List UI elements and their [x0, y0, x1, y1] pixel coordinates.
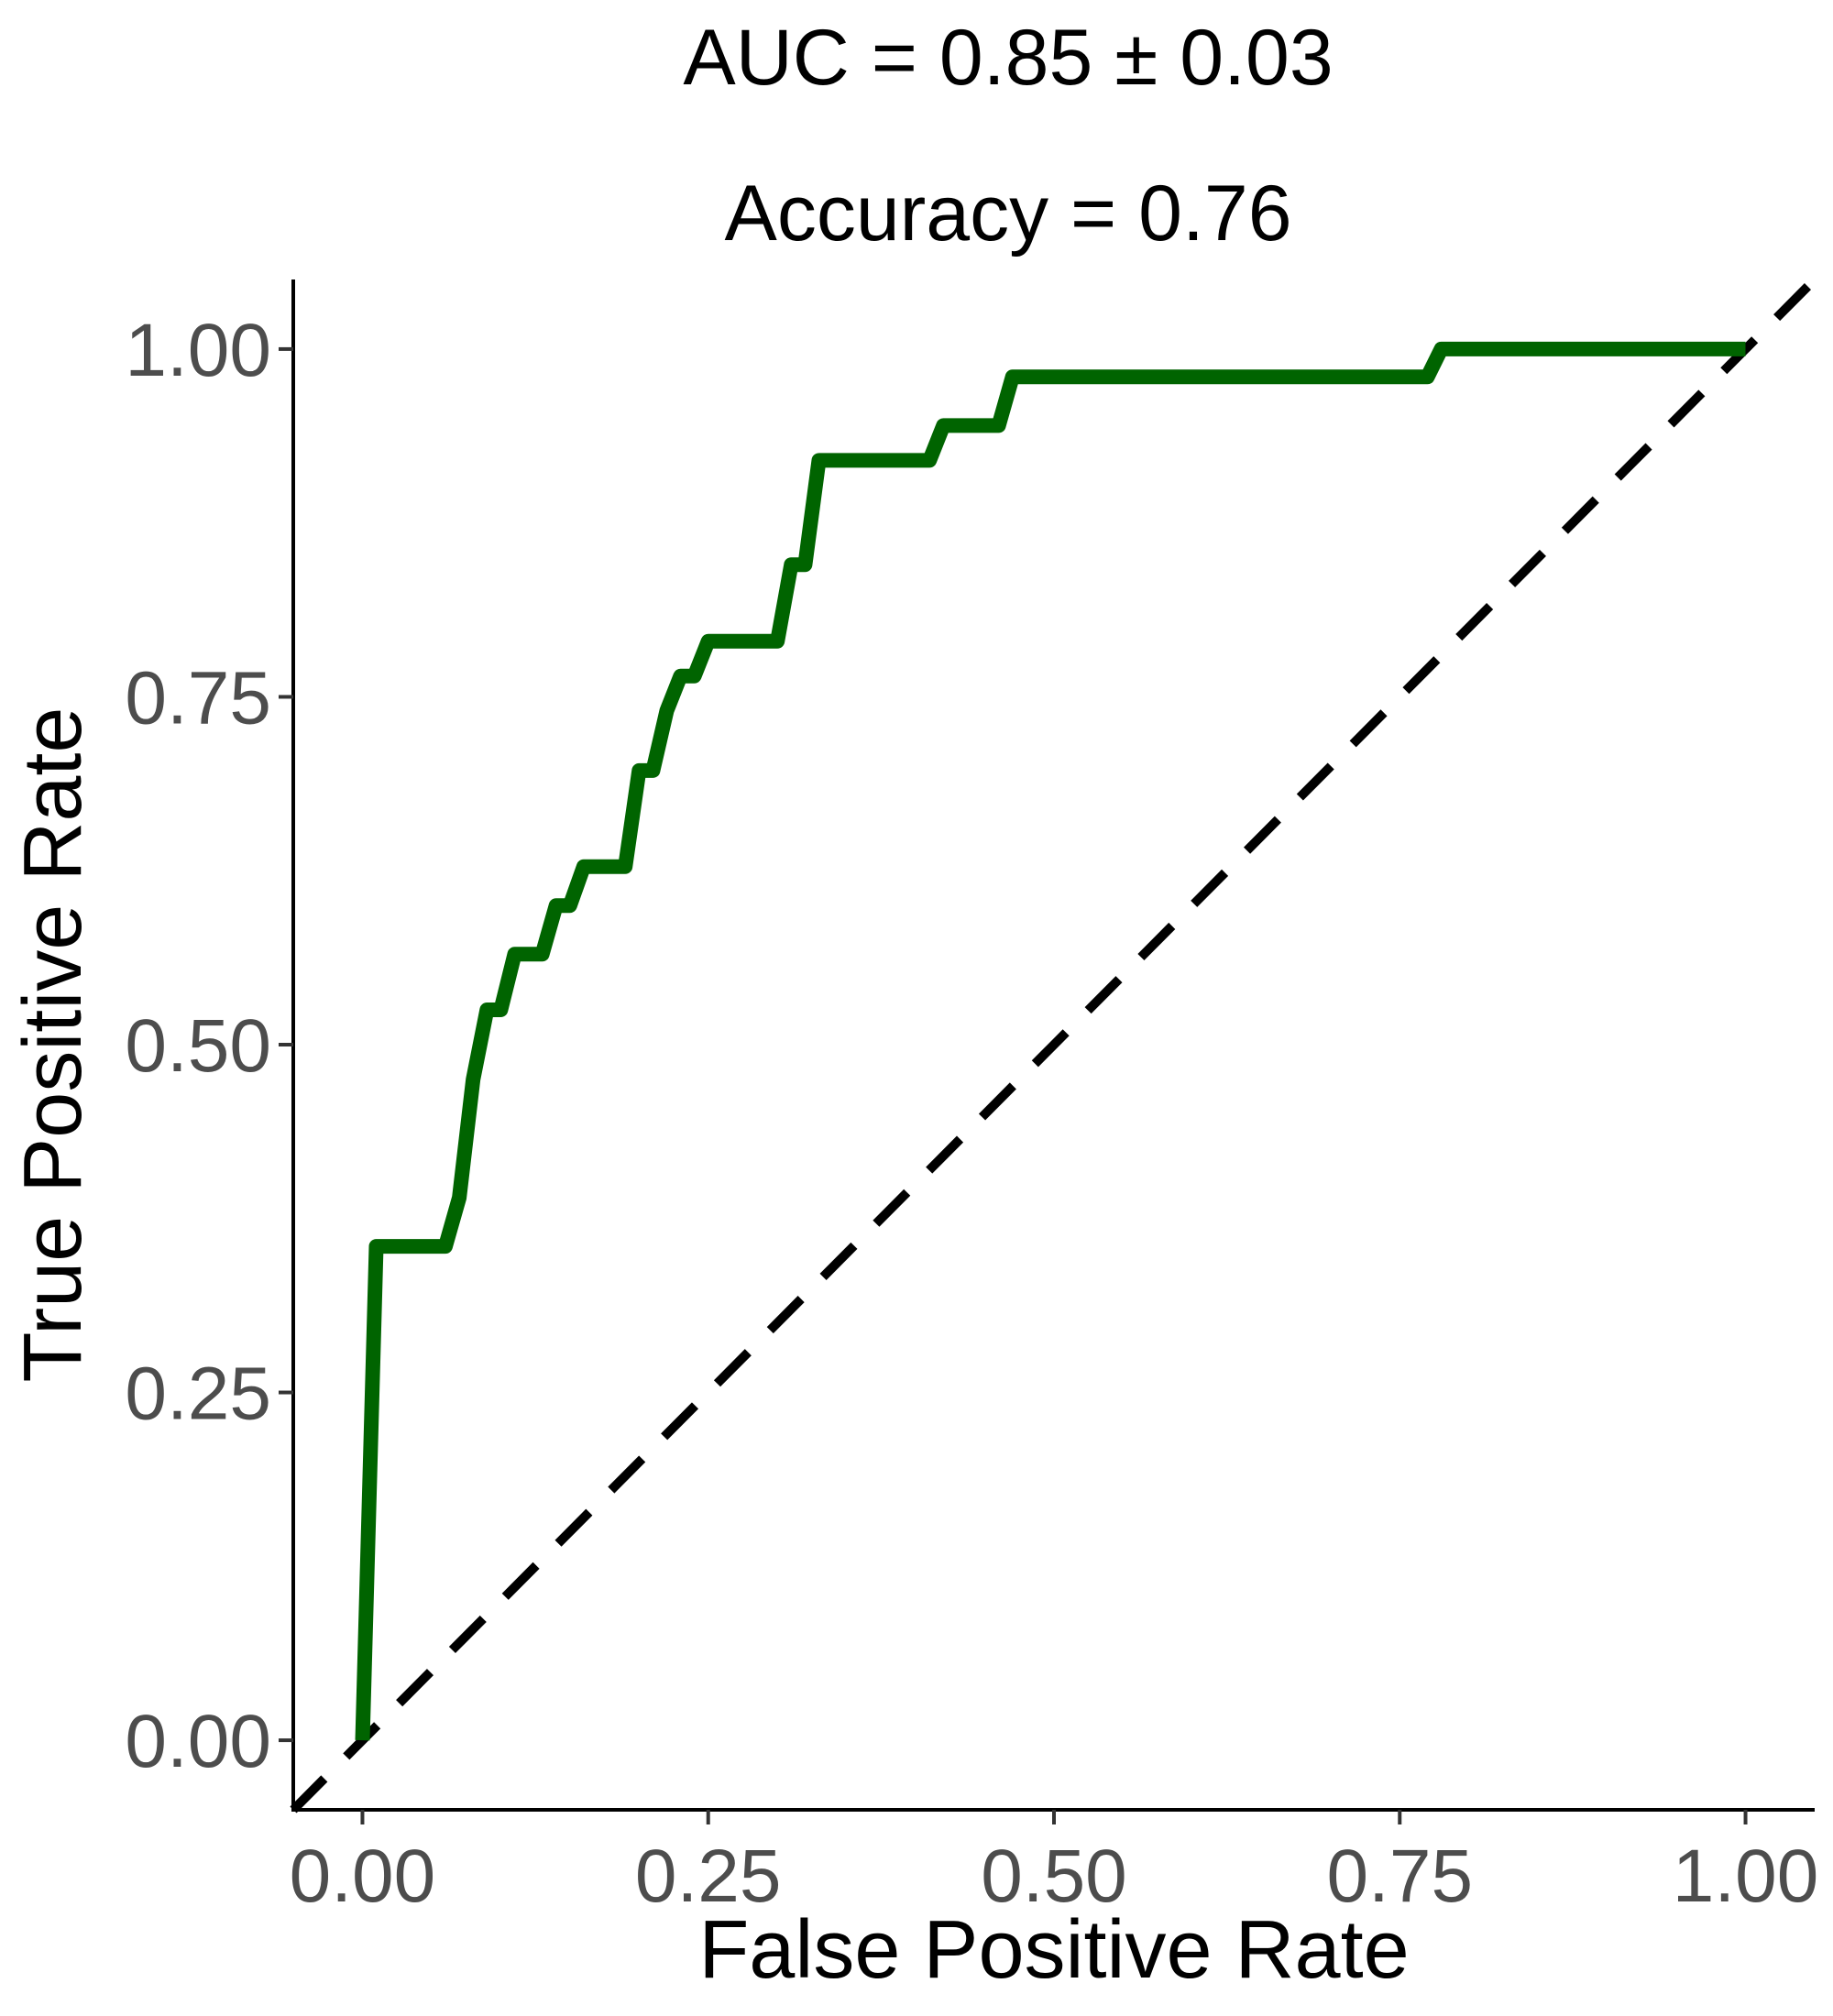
x-tick-label: 0.75	[1326, 1835, 1473, 1918]
x-axis-title: False Positive Rate	[698, 1904, 1409, 1996]
y-tick-label: 0.25	[125, 1353, 271, 1436]
plot-area	[290, 276, 1818, 1813]
y-tick-label: 0.50	[125, 1004, 271, 1088]
chart-title-auc: AUC = 0.85 ± 0.03	[683, 14, 1333, 102]
x-tick-label: 0.25	[635, 1835, 782, 1918]
y-tick-label: 0.00	[125, 1700, 271, 1783]
x-axis-ticks: 0.00 0.25 0.50 0.75 1.00	[290, 1810, 1819, 1918]
y-axis-title: True Positive Rate	[7, 707, 99, 1383]
y-tick-label: 0.75	[125, 656, 271, 740]
x-tick-label: 0.00	[290, 1835, 436, 1918]
reference-diagonal-line	[290, 276, 1818, 1813]
y-tick-label: 1.00	[125, 309, 271, 392]
chart-title-accuracy: Accuracy = 0.76	[724, 170, 1291, 257]
y-axis-ticks: 0.00 0.25 0.50 0.75 1.00	[125, 309, 293, 1783]
x-tick-label: 1.00	[1673, 1835, 1819, 1918]
roc-curve-line	[355, 341, 1746, 1741]
x-tick-label: 0.50	[981, 1835, 1127, 1918]
